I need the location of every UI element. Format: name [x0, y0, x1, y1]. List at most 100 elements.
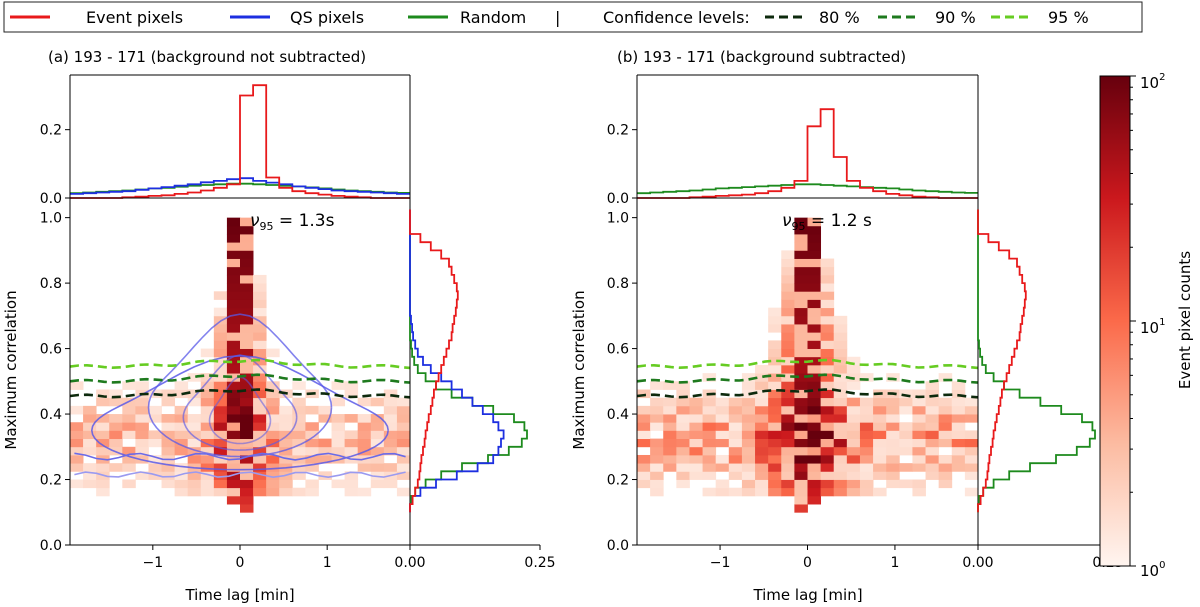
- heatmap-cell: [305, 487, 319, 497]
- heatmap-cell: [266, 479, 280, 489]
- heatmap-cell: [226, 430, 241, 440]
- heatmap-cell: [781, 356, 795, 366]
- confidence-curve-90: [636, 373, 979, 384]
- legend-separator: |: [555, 8, 560, 27]
- heatmap-cell: [820, 487, 835, 497]
- heatmap-cell: [820, 471, 835, 480]
- heatmap-cell: [383, 414, 398, 423]
- y-tick-label: 1.0: [40, 211, 62, 227]
- heatmap-cell: [266, 405, 280, 415]
- heatmap-cell: [912, 397, 926, 407]
- heatmap-cell: [820, 315, 835, 325]
- heatmap-cell: [240, 324, 254, 333]
- heatmap-cell: [637, 454, 651, 464]
- heatmap-cell: [846, 397, 861, 407]
- heatmap-cell: [689, 471, 703, 480]
- heatmap-cell: [187, 414, 202, 423]
- heatmap-cell: [663, 446, 677, 456]
- heatmap-cell: [253, 381, 267, 390]
- heatmap-cell: [637, 430, 651, 440]
- heatmap-cell: [226, 414, 241, 423]
- heatmap-cell: [728, 397, 743, 407]
- heatmap-cell: [689, 397, 703, 407]
- heatmap-cell: [820, 381, 835, 390]
- heatmap-cell: [912, 438, 926, 448]
- heatmap-cell: [912, 430, 926, 440]
- heatmap-cell: [781, 266, 795, 276]
- heatmap-cell: [833, 397, 848, 407]
- heatmap-cell: [187, 471, 202, 480]
- heatmap-cell: [715, 430, 730, 440]
- panel-b: (b) 193 - 171 (background subtracted) 0.…: [570, 48, 1124, 604]
- heatmap-cell: [383, 422, 398, 431]
- heatmap-cell: [899, 389, 913, 399]
- right-hist-event: [977, 209, 1027, 513]
- heatmap-cell: [820, 332, 835, 341]
- heatmap-cell: [253, 414, 267, 423]
- confidence-curve-95: [636, 358, 979, 370]
- colorbar-top-base: 10: [1140, 74, 1159, 92]
- heatmap-cell: [715, 487, 730, 497]
- heatmap-cell: [859, 397, 874, 407]
- heatmap-cell: [370, 454, 385, 464]
- heatmap-cell: [951, 454, 966, 464]
- heatmap-cell: [873, 430, 887, 440]
- heatmap-cell: [109, 422, 123, 431]
- heatmap-cell: [846, 454, 861, 464]
- heatmap-cell: [226, 446, 241, 456]
- heatmap-cell: [886, 463, 900, 472]
- heatmap-cell: [279, 479, 293, 489]
- y-tick-label: 0.0: [607, 538, 629, 554]
- heatmap-cell: [253, 315, 267, 325]
- heatmap-cell: [266, 438, 280, 448]
- heatmap-cell: [226, 299, 241, 309]
- y-tick-label: 0.0: [40, 538, 62, 554]
- heatmap-cell: [83, 438, 97, 448]
- heatmap-cell: [148, 438, 162, 448]
- heatmap-cell: [755, 405, 769, 415]
- heatmap-cell: [873, 414, 887, 423]
- heatmap-cell: [383, 463, 398, 472]
- heatmap-cell: [650, 463, 664, 472]
- heatmap-cell: [741, 414, 756, 423]
- heatmap-cell: [833, 430, 848, 440]
- heatmap-cell: [912, 446, 926, 456]
- right-hist-random: [977, 209, 1096, 513]
- right-hist-qs: [409, 209, 505, 513]
- heatmap-cell: [833, 446, 848, 456]
- heatmap-cell: [200, 471, 215, 480]
- heatmap-cell: [370, 479, 385, 489]
- heatmap-cell: [240, 217, 254, 227]
- heatmap-cell: [213, 397, 228, 407]
- heatmap-cell: [122, 463, 136, 472]
- heatmap-cell: [226, 405, 241, 415]
- right-hist-tick-label: 0.00: [394, 555, 425, 571]
- heatmap-cell: [357, 414, 372, 423]
- y-tick-label: 0.8: [607, 276, 629, 292]
- heatmap-cell: [174, 381, 189, 390]
- heatmap-cell: [650, 454, 664, 464]
- heatmap-cell: [846, 487, 861, 497]
- heatmap-cell: [253, 332, 267, 341]
- heatmap-cell: [702, 373, 717, 382]
- heatmap-cell: [331, 438, 346, 448]
- heatmap-cell: [344, 471, 359, 480]
- heatmap-cell: [135, 430, 149, 440]
- panel-a-annotation-sub: 95: [260, 220, 274, 233]
- heatmap-cell: [820, 463, 835, 472]
- heatmap-cell: [702, 422, 717, 431]
- heatmap-cell: [833, 373, 848, 382]
- heatmap-cell: [200, 373, 215, 382]
- y-tick-label: 0.2: [607, 473, 629, 489]
- heatmap-cell: [187, 422, 202, 431]
- heatmap-cell: [873, 397, 887, 407]
- heatmap-cell: [200, 430, 215, 440]
- heatmap-cell: [820, 373, 835, 382]
- heatmap-cell: [676, 446, 690, 456]
- heatmap-cell: [899, 397, 913, 407]
- heatmap-cell: [820, 430, 835, 440]
- heatmap-cell: [148, 454, 162, 464]
- heatmap-cell: [96, 487, 110, 497]
- legend-cl95-label: 95 %: [1048, 8, 1089, 27]
- heatmap-cell: [794, 340, 808, 349]
